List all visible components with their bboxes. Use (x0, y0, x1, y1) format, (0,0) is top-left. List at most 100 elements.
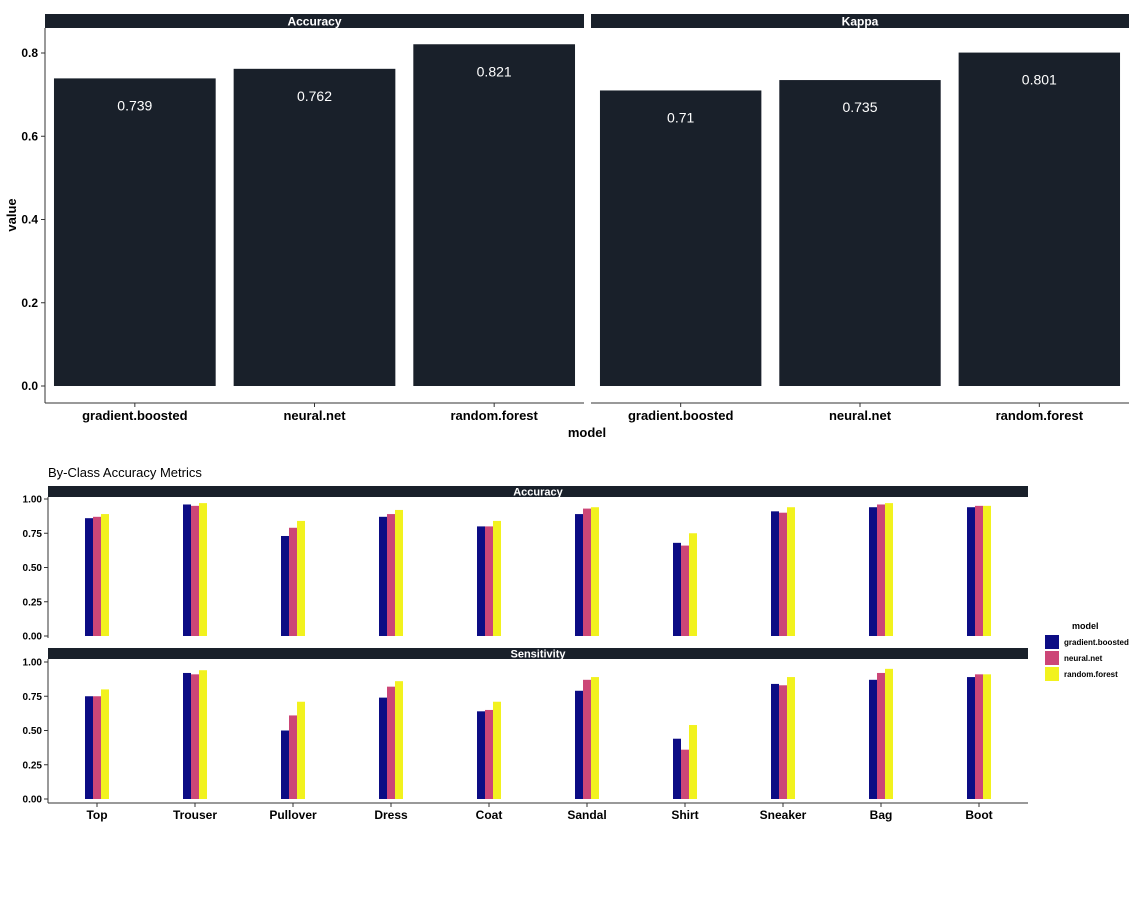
bar-accuracy-dress-random.forest (395, 509, 403, 636)
y-tick-label: 0.8 (21, 46, 38, 60)
bar-accuracy-dress-gradient.boosted (379, 516, 387, 636)
bar-sensitivity-shirt-neural.net (681, 749, 689, 799)
bar-accuracy-boot-neural.net (975, 505, 983, 636)
y-tick-label: 0.50 (23, 563, 43, 574)
y-tick-label: 0.25 (23, 760, 43, 771)
bar-sensitivity-shirt-gradient.boosted (673, 738, 681, 799)
bar-sensitivity-pullover-neural.net (289, 715, 297, 799)
bar-sensitivity-boot-gradient.boosted (967, 677, 975, 799)
bar-accuracy-sandal-random.forest (591, 507, 599, 636)
bar-accuracy-coat-random.forest (493, 520, 501, 636)
bar-accuracy-shirt-random.forest (689, 533, 697, 636)
x-tick-label: Shirt (671, 808, 698, 822)
facet-strip-label: Accuracy (287, 15, 341, 29)
bar-accuracy-top-neural.net (93, 516, 101, 636)
bar-accuracy-sandal-neural.net (583, 508, 591, 636)
bar-sensitivity-coat-gradient.boosted (477, 711, 485, 799)
legend-swatch-gradient.boosted (1045, 635, 1059, 649)
bar-accuracy-bag-gradient.boosted (869, 507, 877, 636)
bar-sensitivity-sneaker-neural.net (779, 685, 787, 799)
x-tick-label: random.forest (996, 408, 1084, 423)
y-tick-label: 0.75 (23, 529, 43, 540)
legend-swatch-random.forest (1045, 667, 1059, 681)
facet-strip (48, 486, 1028, 497)
bar-sensitivity-boot-random.forest (983, 674, 991, 799)
legend-entry-label: neural.net (1064, 654, 1103, 663)
bar-accuracy-bag-random.forest (885, 503, 893, 636)
x-tick-label: neural.net (829, 408, 892, 423)
bar-accuracy-trouser-gradient.boosted (183, 504, 191, 636)
y-tick-label: 1.00 (23, 495, 43, 506)
legend-title: model (1072, 621, 1099, 631)
y-axis-title: value (4, 198, 19, 231)
x-tick-label: gradient.boosted (628, 408, 734, 423)
data-label: 0.821 (477, 63, 512, 79)
bar-accuracy-trouser-neural.net (191, 505, 199, 636)
bar-kappa-random.forest (958, 52, 1121, 387)
bar-accuracy-shirt-gradient.boosted (673, 542, 681, 636)
x-axis-title: model (568, 425, 606, 440)
facet-strip (48, 648, 1028, 659)
bar-accuracy-shirt-neural.net (681, 545, 689, 636)
facet-strip (591, 14, 1129, 28)
legend-entry-label: gradient.boosted (1064, 638, 1129, 647)
y-tick-label: 0.2 (21, 296, 38, 310)
bar-accuracy-pullover-neural.net (289, 527, 297, 636)
bar-accuracy-sneaker-gradient.boosted (771, 511, 779, 636)
y-tick-label: 0.00 (23, 795, 43, 806)
bar-accuracy-coat-neural.net (485, 526, 493, 636)
x-tick-label: Pullover (269, 808, 317, 822)
x-tick-label: Top (86, 808, 107, 822)
bar-accuracy-gradient.boosted (53, 78, 216, 387)
bar-sensitivity-trouser-gradient.boosted (183, 672, 191, 799)
bar-accuracy-neural.net (233, 68, 396, 386)
bar-sensitivity-pullover-random.forest (297, 701, 305, 799)
y-tick-label: 0.50 (23, 726, 43, 737)
bar-sensitivity-trouser-neural.net (191, 674, 199, 799)
x-tick-label: gradient.boosted (82, 408, 188, 423)
bar-accuracy-pullover-random.forest (297, 520, 305, 636)
x-tick-label: Trouser (173, 808, 217, 822)
bar-sensitivity-boot-neural.net (975, 674, 983, 799)
bar-accuracy-dress-neural.net (387, 514, 395, 636)
bar-kappa-gradient.boosted (599, 90, 762, 387)
bar-accuracy-top-random.forest (101, 514, 109, 636)
y-tick-label: 0.75 (23, 692, 43, 703)
y-tick-label: 0.4 (21, 213, 38, 227)
bar-sensitivity-sneaker-gradient.boosted (771, 683, 779, 799)
bar-sensitivity-bag-random.forest (885, 668, 893, 799)
bar-accuracy-top-gradient.boosted (85, 518, 93, 636)
y-tick-label: 0.6 (21, 129, 38, 143)
bar-accuracy-sneaker-neural.net (779, 512, 787, 636)
x-tick-label: Sandal (567, 808, 606, 822)
bar-kappa-neural.net (779, 80, 941, 387)
bar-sensitivity-dress-neural.net (387, 686, 395, 799)
data-label: 0.71 (667, 109, 694, 125)
data-label: 0.762 (297, 88, 332, 104)
bar-accuracy-boot-gradient.boosted (967, 507, 975, 636)
y-tick-label: 1.00 (23, 658, 43, 669)
x-tick-label: Dress (374, 808, 408, 822)
bar-accuracy-random.forest (413, 44, 576, 386)
bar-accuracy-sandal-gradient.boosted (575, 514, 583, 636)
bar-sensitivity-sandal-gradient.boosted (575, 690, 583, 799)
bar-accuracy-bag-neural.net (877, 504, 885, 636)
data-label: 0.801 (1022, 72, 1057, 88)
bar-sensitivity-bag-neural.net (877, 672, 885, 799)
bar-sensitivity-dress-gradient.boosted (379, 697, 387, 799)
bar-sensitivity-sneaker-random.forest (787, 677, 795, 799)
bar-sensitivity-trouser-random.forest (199, 670, 207, 799)
facet-strip-label: Kappa (842, 15, 879, 29)
y-tick-label: 0.25 (23, 597, 43, 608)
bar-accuracy-sneaker-random.forest (787, 507, 795, 636)
bar-sensitivity-pullover-gradient.boosted (281, 730, 289, 799)
bar-accuracy-pullover-gradient.boosted (281, 535, 289, 636)
facet-strip (45, 14, 584, 28)
facet-strip-label: Sensitivity (510, 649, 566, 661)
facet-strip-label: Accuracy (513, 487, 563, 499)
bar-sensitivity-coat-random.forest (493, 701, 501, 799)
y-tick-label: 0.00 (23, 632, 43, 643)
data-label: 0.739 (117, 97, 152, 113)
